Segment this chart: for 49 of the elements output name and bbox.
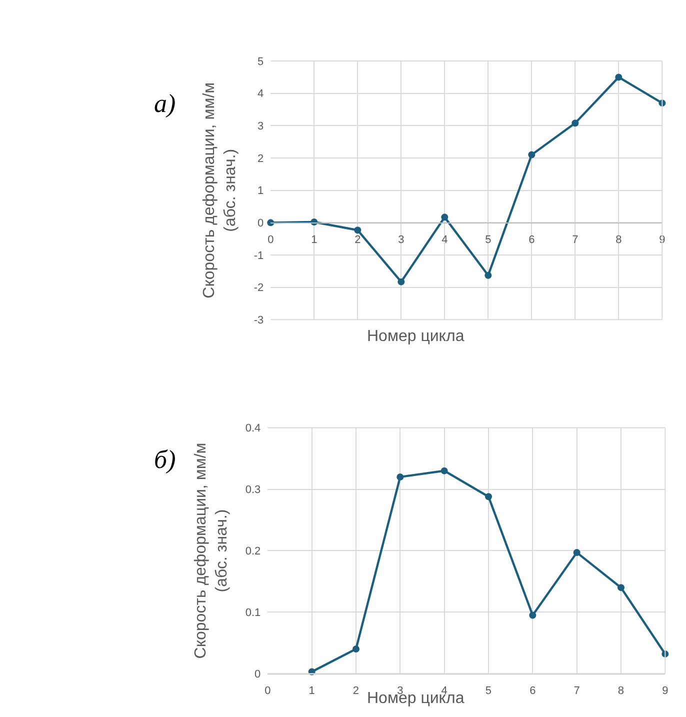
point [440, 467, 448, 474]
x-tick-label: 1 [308, 684, 315, 697]
x-tick-label: 7 [572, 234, 578, 246]
point [352, 646, 360, 653]
x-tick-label: 6 [528, 234, 535, 246]
x-tick-label: 3 [398, 234, 404, 246]
y-tick-label: 0 [254, 668, 261, 680]
point [528, 151, 536, 158]
x-tick-label: 5 [485, 234, 492, 246]
y-tick-label: 0.1 [245, 607, 261, 620]
text: б) [154, 445, 176, 474]
y-tick-label: 0.2 [245, 546, 261, 558]
y-tick-label: -3 [254, 314, 264, 326]
point [441, 214, 448, 221]
point [396, 473, 404, 480]
text: а) [154, 89, 176, 118]
point [618, 584, 624, 592]
x-tick-label: 9 [662, 684, 668, 697]
x-tick-label: 5 [485, 684, 492, 697]
x-tick-label: 1 [311, 234, 318, 246]
y-tick-label: 2 [258, 152, 264, 165]
y-axis-title: Скорость деформации, мм/м (абс. знач.) [200, 82, 239, 298]
y-tick-label: 0 [258, 218, 264, 230]
x-tick-label: 7 [574, 684, 580, 697]
y-tick-label: 0.3 [245, 484, 261, 496]
point [529, 612, 536, 619]
x-tick-label: 8 [616, 234, 622, 246]
x-tick-label: 0 [268, 234, 274, 246]
point [572, 120, 579, 127]
point [484, 272, 492, 279]
x-tick-label: 4 [442, 234, 448, 246]
x-tick-label: 6 [530, 684, 536, 697]
y-tick-label: 1 [258, 185, 264, 198]
y-tick-label: 4 [258, 88, 264, 100]
point [573, 549, 580, 556]
x-tick-label: 2 [354, 234, 361, 246]
point [485, 493, 492, 500]
point [354, 226, 362, 234]
y-tick-label: 0.4 [245, 422, 261, 435]
y-tick-label: 3 [258, 120, 264, 133]
y-tick-label: -1 [254, 250, 264, 262]
point [398, 278, 405, 286]
x-tick-label: 2 [352, 684, 360, 697]
point [615, 74, 622, 81]
x-axis-title: Номер цикла [367, 328, 464, 345]
y-axis-title: Скорость деформации, мм/м (абс. знач.) [192, 442, 230, 659]
x-tick-label: 8 [618, 684, 624, 697]
y-tick-label: -2 [254, 282, 264, 294]
y-tick-label: 5 [258, 56, 264, 68]
